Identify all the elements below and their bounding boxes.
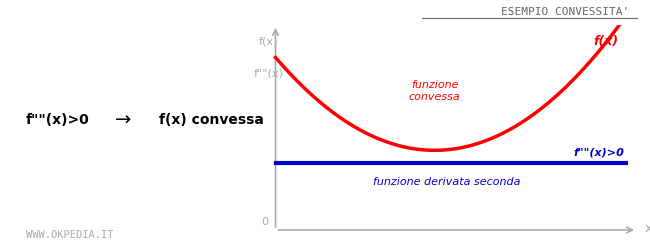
Text: f(x): f(x): [594, 35, 619, 48]
Text: x: x: [644, 222, 650, 235]
Text: f(x) convessa: f(x) convessa: [159, 113, 264, 127]
Text: f""(x): f""(x): [254, 69, 283, 79]
Text: →: →: [115, 110, 132, 130]
Text: funzione derivata seconda: funzione derivata seconda: [374, 176, 521, 186]
Text: f(x): f(x): [259, 36, 278, 46]
Text: ESEMPIO CONVESSITA': ESEMPIO CONVESSITA': [501, 7, 630, 17]
Text: f""(x)>0: f""(x)>0: [26, 113, 90, 127]
Text: 0: 0: [261, 217, 268, 227]
Text: funzione
convessa: funzione convessa: [409, 80, 460, 102]
Text: f""(x)>0: f""(x)>0: [573, 147, 625, 157]
Text: WWW.OKPEDIA.IT: WWW.OKPEDIA.IT: [26, 230, 114, 240]
